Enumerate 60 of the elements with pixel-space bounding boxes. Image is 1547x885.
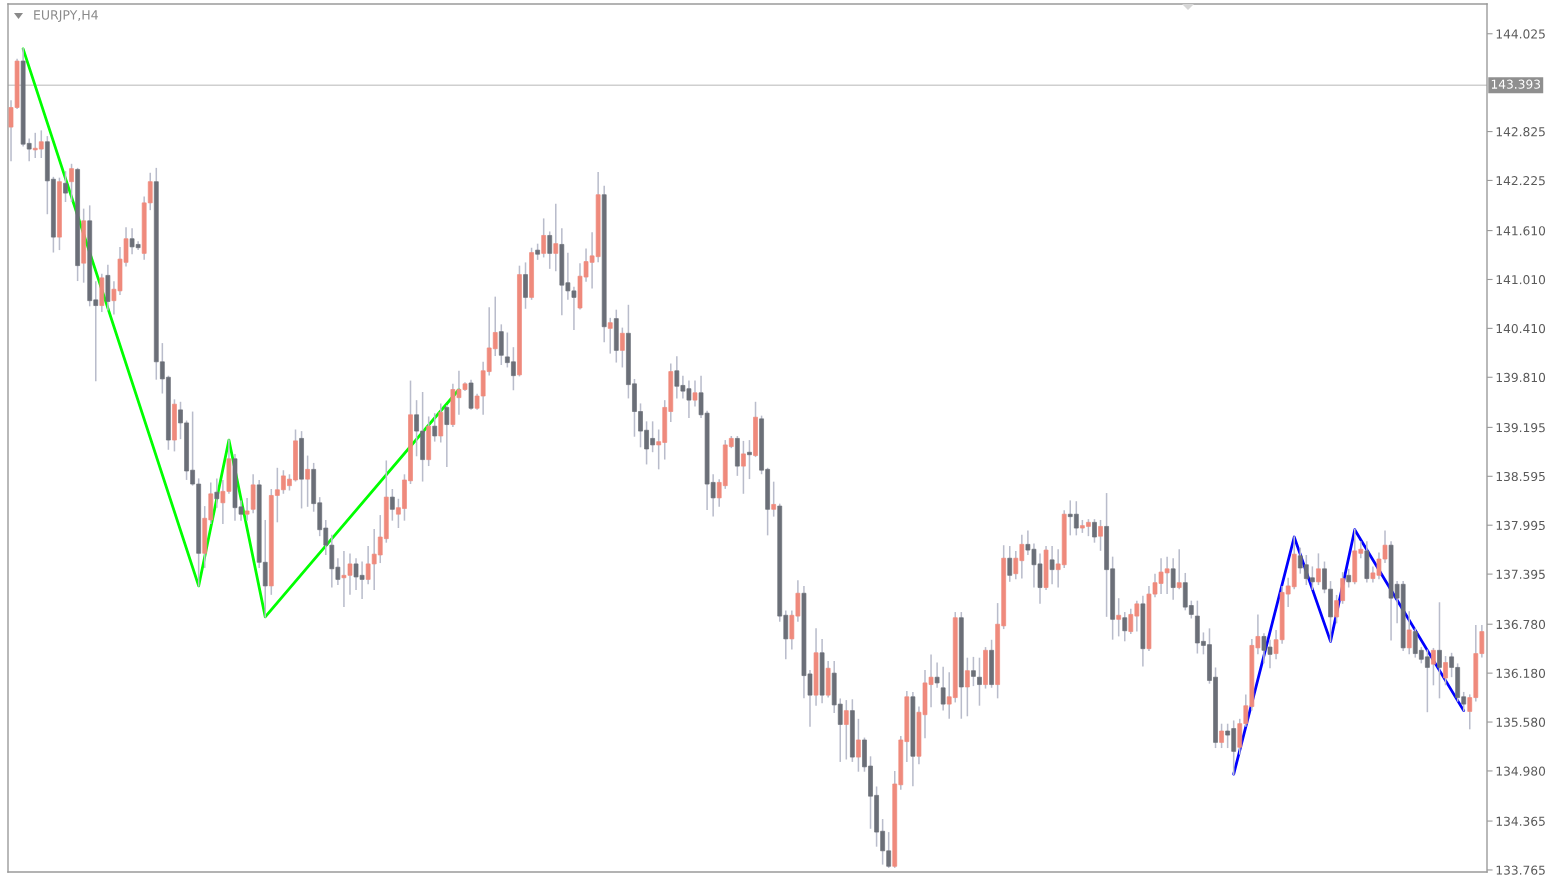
candlestick xyxy=(69,163,74,203)
candlestick xyxy=(771,481,777,517)
y-tick-label: 141.610 xyxy=(1496,226,1546,236)
candlestick xyxy=(214,478,220,508)
candlestick xyxy=(63,171,68,203)
candlestick xyxy=(1176,549,1182,590)
candlestick xyxy=(444,405,450,467)
y-tick-label: 142.225 xyxy=(1496,176,1545,186)
y-tick-label: 135.580 xyxy=(1496,717,1546,727)
candlestick xyxy=(620,327,625,368)
candlestick xyxy=(1092,519,1097,543)
y-tick-label: 134.980 xyxy=(1496,766,1546,776)
candlestick xyxy=(1049,546,1055,585)
y-tick-label: 138.595 xyxy=(1496,471,1545,482)
y-tick-label: 140.410 xyxy=(1496,323,1546,334)
candlestick xyxy=(843,700,849,760)
candlestick xyxy=(965,657,970,717)
candlestick xyxy=(856,718,861,772)
candlestick xyxy=(244,497,250,521)
candlestick xyxy=(692,380,698,407)
candlestick xyxy=(977,657,982,706)
candlestick xyxy=(547,231,553,269)
candlestick xyxy=(1437,602,1442,699)
y-tick-label: 137.395 xyxy=(1496,569,1545,579)
y-tick-label: 139.810 xyxy=(1496,372,1546,383)
candlestick xyxy=(747,440,752,480)
candlestick xyxy=(432,413,438,442)
candlestick xyxy=(607,317,613,354)
candlestick xyxy=(1170,558,1176,600)
candlestick xyxy=(1098,519,1103,551)
candlestick xyxy=(1007,546,1013,582)
candlestick xyxy=(934,662,940,688)
candlestick xyxy=(940,666,946,711)
y-tick-label: 141.010 xyxy=(1496,275,1546,285)
candlestick xyxy=(390,488,395,521)
y-tick-label: 142.825 xyxy=(1496,127,1545,137)
y-tick-label: 137.995 xyxy=(1496,520,1545,531)
candlestick xyxy=(553,203,559,272)
ref-line-label: 143.393 xyxy=(1491,79,1541,89)
y-tick-label: 134.365 xyxy=(1496,816,1545,826)
candlestick xyxy=(971,656,976,687)
candlestick xyxy=(1443,656,1448,686)
candlestick xyxy=(498,324,504,366)
candlestick xyxy=(1122,612,1128,642)
candlestick xyxy=(541,218,547,258)
candlestick xyxy=(438,403,444,443)
candlestick xyxy=(1316,553,1321,586)
y-tick-label: 136.180 xyxy=(1496,668,1546,678)
candlestick xyxy=(1406,611,1412,655)
candlestick xyxy=(523,262,528,309)
chart-title: EURJPY,H4 xyxy=(34,10,98,22)
y-tick-label: 136.780 xyxy=(1496,619,1546,630)
candlestick xyxy=(1116,598,1122,637)
y-tick-label: 144.025 xyxy=(1496,29,1545,39)
candlestick xyxy=(741,440,746,494)
y-tick-label: 139.195 xyxy=(1496,422,1545,433)
candlestick xyxy=(1431,647,1436,686)
candlestick xyxy=(305,455,310,507)
y-tick-label: 133.765 xyxy=(1496,865,1545,875)
candlestick xyxy=(1219,723,1224,749)
